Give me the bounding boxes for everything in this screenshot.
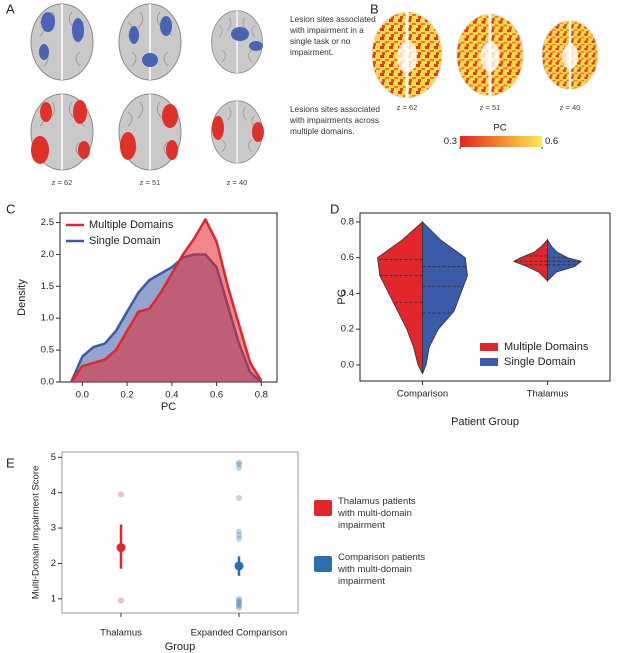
- y-tick-label: 2.5: [41, 217, 54, 228]
- colorbar-tick-label: 0.6: [545, 136, 558, 147]
- data-point: [236, 459, 242, 466]
- slice-label: z = 40: [560, 103, 581, 112]
- data-point: [236, 535, 242, 542]
- data-point: [236, 602, 242, 609]
- x-tick-label: 0.0: [76, 390, 89, 401]
- y-tick-label: 4: [51, 487, 56, 498]
- x-axis-label: PC: [161, 401, 176, 413]
- density-area: [71, 219, 262, 382]
- panel-label: A: [6, 1, 15, 16]
- y-axis-label: Density: [16, 279, 28, 316]
- violin-half: [512, 238, 548, 282]
- colorbar-title: PC: [493, 123, 506, 134]
- mean-point: [116, 543, 126, 553]
- panel-label: C: [6, 201, 15, 216]
- data-point: [118, 491, 124, 498]
- caption: Lesion sites associated with impairment …: [290, 14, 376, 57]
- mean-point: [234, 561, 244, 571]
- violin-half: [547, 238, 583, 282]
- x-tick-label: 0.6: [210, 390, 223, 401]
- y-tick-label: 2.0: [41, 249, 54, 260]
- slice-label: z = 62: [52, 178, 73, 187]
- violin-half: [422, 220, 468, 375]
- x-tick-label: 0.2: [121, 390, 134, 401]
- colorbar-tick-label: 0.3: [444, 136, 457, 147]
- x-axis-label: Patient Group: [451, 416, 519, 428]
- data-point: [118, 597, 124, 604]
- legend-label: Single Domain: [504, 356, 576, 368]
- data-point: [236, 464, 242, 471]
- slice-label: z = 51: [140, 178, 161, 187]
- y-tick-label: 2: [51, 558, 56, 569]
- data-point: [236, 532, 242, 539]
- data-point: [236, 528, 242, 535]
- y-tick-label: 0.8: [341, 216, 354, 227]
- legend-swatch: [480, 358, 498, 366]
- y-axis-label: Multi-Domain Impairment Score: [31, 466, 42, 600]
- legend-swatch: [314, 556, 332, 572]
- y-tick-label: 0.0: [341, 359, 354, 370]
- density-line: [70, 218, 263, 383]
- legend-label: Multiple Domains: [504, 341, 589, 353]
- y-tick-label: 0.4: [341, 288, 354, 299]
- caption: Lesions sites associated with impairment…: [290, 104, 380, 136]
- colorbar: [460, 136, 542, 147]
- x-tick-label: Comparison: [397, 389, 448, 400]
- data-point: [236, 495, 242, 501]
- legend-label: Single Domain: [89, 235, 161, 247]
- y-tick-label: 0.6: [341, 252, 354, 263]
- y-axis-label: PC: [336, 289, 348, 304]
- y-tick-label: 5: [51, 452, 56, 463]
- data-point: [236, 604, 242, 611]
- y-tick-label: 1.5: [41, 281, 54, 292]
- data-point: [236, 601, 242, 608]
- panel-label: E: [6, 455, 15, 470]
- data-point: [236, 461, 242, 468]
- slice-label: z = 62: [397, 103, 418, 112]
- y-tick-label: 3: [51, 523, 56, 534]
- y-tick-label: 0.2: [341, 324, 354, 335]
- x-tick-label: Expanded Comparison: [191, 628, 288, 639]
- legend-label: Multiple Domains: [89, 219, 174, 231]
- x-tick-label: Thalamus: [100, 628, 142, 639]
- legend-swatch: [314, 500, 332, 516]
- x-tick-label: 0.8: [255, 390, 268, 401]
- data-point: [236, 595, 242, 602]
- legend-label: Comparison patients with multi-domain im…: [338, 552, 426, 587]
- x-axis-label: Group: [165, 641, 196, 653]
- slice-label: z = 51: [480, 103, 501, 112]
- axes-frame: [61, 451, 299, 614]
- y-tick-label: 1.0: [41, 313, 54, 324]
- violin-half: [377, 221, 423, 375]
- data-point: [236, 597, 242, 604]
- brain-slice: [30, 3, 264, 171]
- y-tick-label: 0.5: [41, 345, 54, 356]
- pc-brain-slice: [370, 10, 600, 100]
- panel-label: D: [330, 201, 339, 216]
- axes-frame: [359, 212, 611, 382]
- y-tick-label: 1: [51, 593, 56, 604]
- panel-label: B: [370, 1, 379, 16]
- x-tick-label: 0.4: [165, 390, 178, 401]
- legend-label: Thalamus patients with multi-domain impa…: [338, 496, 416, 531]
- y-tick-label: 0.0: [41, 377, 54, 388]
- data-point: [236, 599, 242, 606]
- x-tick-label: Thalamus: [527, 389, 569, 400]
- legend-swatch: [480, 343, 498, 351]
- slice-label: z = 40: [227, 178, 248, 187]
